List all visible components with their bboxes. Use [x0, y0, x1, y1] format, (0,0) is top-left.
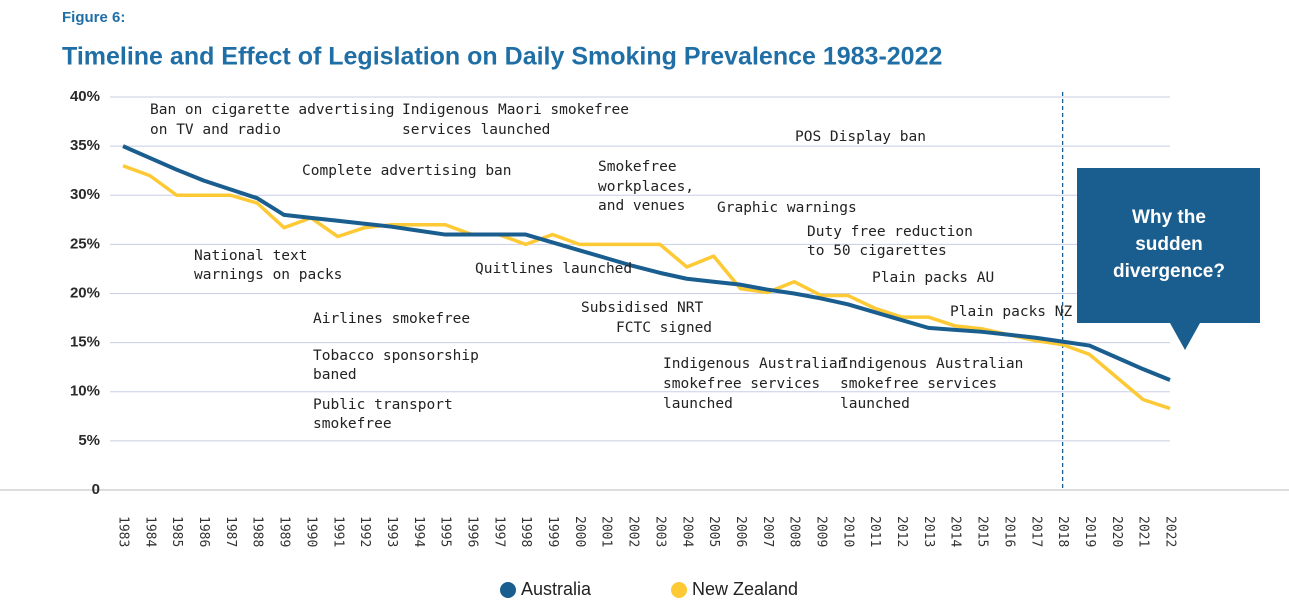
y-tick-label: 10% [70, 383, 100, 400]
x-tick-label: 2013 [921, 516, 936, 547]
y-tick-label: 30% [70, 186, 100, 203]
annotation: services launched [402, 122, 550, 138]
annotation: Public transport [313, 397, 453, 413]
callout-box [1077, 168, 1260, 350]
x-tick-label: 1997 [491, 516, 506, 547]
annotation: Complete advertising ban [302, 163, 512, 179]
x-tick-label: 2008 [787, 516, 802, 547]
x-tick-label: 1986 [196, 516, 211, 547]
y-tick-label: 25% [70, 235, 100, 252]
x-tick-label: 2009 [814, 516, 829, 547]
x-tick-label: 1990 [303, 516, 318, 547]
x-tick-label: 2015 [975, 516, 990, 547]
x-tick-label: 2011 [867, 516, 882, 547]
annotation: Plain packs AU [872, 270, 994, 286]
annotation: Indigenous Australian [840, 356, 1023, 372]
x-tick-label: 2014 [948, 516, 963, 547]
x-tick-label: 2010 [840, 516, 855, 547]
annotation: launched [663, 396, 733, 412]
x-tick-label: 1993 [384, 516, 399, 547]
annotation: launched [840, 396, 910, 412]
x-tick-label: 1998 [518, 516, 533, 547]
x-tick-label: 1992 [357, 516, 372, 547]
annotation: Graphic warnings [717, 200, 857, 216]
legend-swatch [500, 582, 516, 598]
x-tick-label: 2019 [1082, 516, 1097, 547]
callout-text: Why the [1132, 207, 1206, 228]
annotation: Ban on cigarette advertising [150, 102, 394, 118]
x-tick-label: 2002 [626, 516, 641, 547]
x-tick-label: 2004 [679, 516, 694, 547]
x-tick-label: 2022 [1163, 516, 1178, 547]
callout-text: divergence? [1113, 261, 1225, 282]
x-tick-label: 2003 [652, 516, 667, 547]
annotation: Duty free reduction [807, 224, 973, 240]
y-tick-label: 5% [78, 432, 100, 449]
x-tick-label: 2005 [706, 516, 721, 547]
x-tick-label: 1996 [465, 516, 480, 547]
annotation: smokefree services [840, 376, 997, 392]
annotation: Subsidised NRT [581, 300, 703, 316]
callout-text: sudden [1135, 234, 1203, 255]
legend-label: Australia [521, 579, 592, 599]
x-tick-label: 1987 [223, 516, 238, 547]
annotation: on TV and radio [150, 122, 281, 138]
x-tick-label: 2017 [1028, 516, 1043, 547]
annotation: Indigenous Maori smokefree [402, 102, 629, 118]
annotation: POS Display ban [795, 129, 926, 145]
chart-title: Timeline and Effect of Legislation on Da… [62, 43, 942, 71]
annotation: workplaces, [598, 179, 694, 195]
annotation: smokefree [313, 416, 392, 432]
legend-label: New Zealand [692, 579, 798, 599]
annotation: Quitlines launched [475, 261, 632, 277]
x-tick-label: 1984 [142, 516, 157, 547]
x-tick-label: 1994 [411, 516, 426, 547]
x-tick-label: 1999 [545, 516, 560, 547]
annotation: Plain packs NZ [950, 304, 1072, 320]
y-tick-label: 0 [92, 481, 100, 498]
annotation: and venues [598, 198, 685, 214]
x-tick-label: 1991 [330, 516, 345, 547]
y-tick-label: 35% [70, 137, 100, 154]
x-tick-label: 2016 [1001, 516, 1016, 547]
annotation: baned [313, 367, 357, 383]
annotation: Tobacco sponsorship [313, 348, 479, 364]
chart-supertitle: Figure 6: [62, 9, 125, 26]
x-tick-label: 2012 [894, 516, 909, 547]
annotation: warnings on packs [194, 267, 342, 283]
series-line [122, 144, 1171, 382]
annotation: Airlines smokefree [313, 311, 470, 327]
x-tick-label: 2006 [733, 516, 748, 547]
y-tick-label: 40% [70, 88, 100, 105]
x-tick-label: 2000 [572, 516, 587, 547]
x-tick-label: 2001 [599, 516, 614, 547]
x-tick-label: 1989 [277, 516, 292, 547]
x-tick-label: 2021 [1136, 516, 1151, 547]
x-tick-label: 2020 [1109, 516, 1124, 547]
x-tick-label: 1988 [250, 516, 265, 547]
annotation: smokefree services [663, 376, 820, 392]
annotation: Indigenous Australian [663, 356, 846, 372]
x-tick-label: 2018 [1055, 516, 1070, 547]
x-tick-label: 1985 [169, 516, 184, 547]
x-tick-label: 1995 [438, 516, 453, 547]
annotation: Smokefree [598, 159, 677, 175]
x-tick-label: 1983 [116, 516, 131, 547]
legend-swatch [671, 582, 687, 598]
y-tick-label: 20% [70, 284, 100, 301]
annotation: FCTC signed [616, 320, 712, 336]
x-tick-label: 2007 [760, 516, 775, 547]
y-tick-label: 15% [70, 334, 100, 351]
annotation: National text [194, 248, 308, 264]
annotation: to 50 cigarettes [807, 243, 947, 259]
